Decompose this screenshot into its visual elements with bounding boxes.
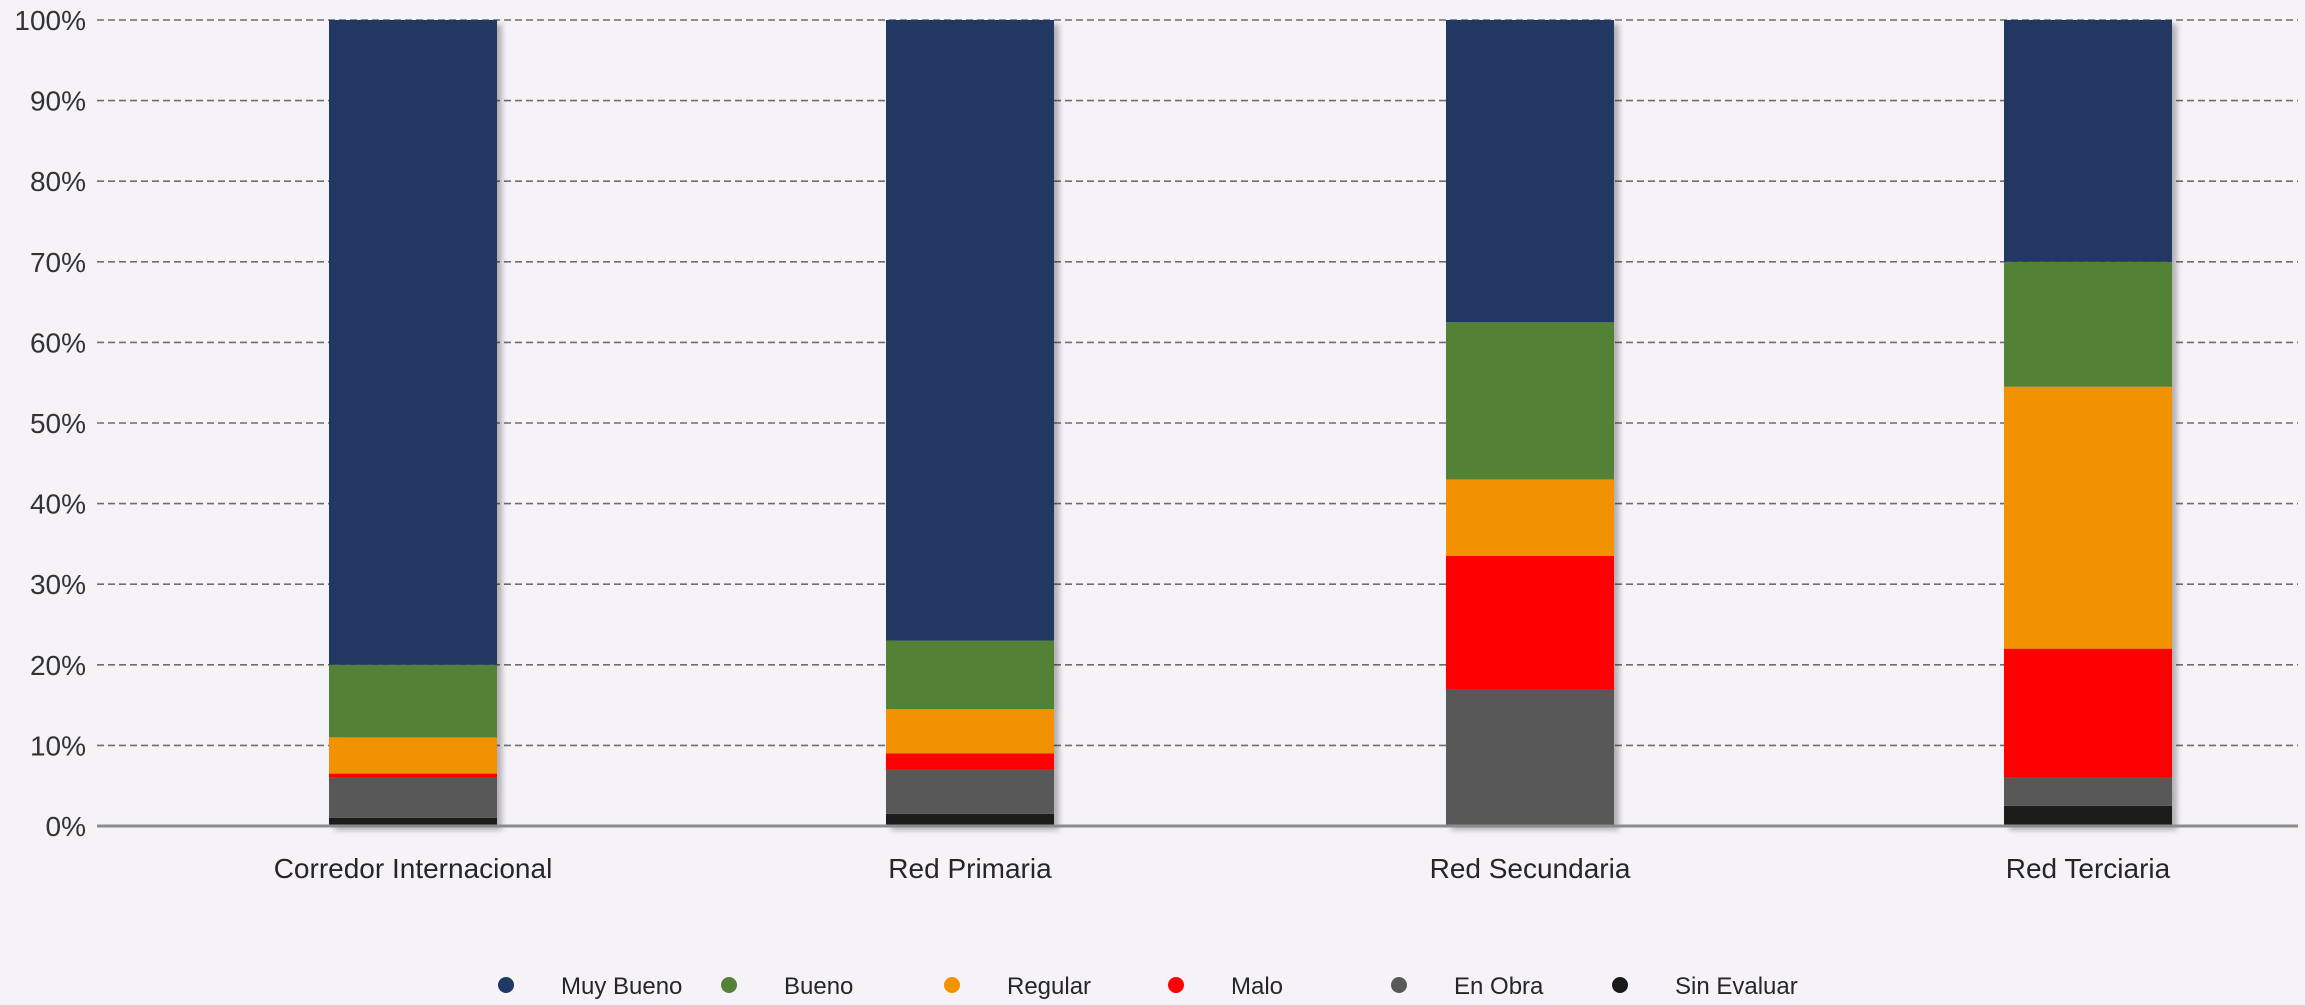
legend-marker [1391, 977, 1407, 993]
bar-segment [886, 770, 1054, 814]
legend-label: Sin Evaluar [1675, 973, 1798, 1000]
bar-segment [2004, 649, 2172, 778]
bar-segment [2004, 20, 2172, 262]
legend-marker [721, 977, 737, 993]
bar-segment [329, 737, 497, 773]
legend-marker [944, 977, 960, 993]
bar-segment [2004, 806, 2172, 826]
legend-label: Malo [1231, 973, 1283, 1000]
legend-item: Muy Bueno [498, 973, 682, 1000]
bar-segment [886, 709, 1054, 753]
legend-label: En Obra [1454, 973, 1544, 1000]
bar-segment [329, 20, 497, 665]
y-tick-label: 50% [30, 408, 86, 439]
bar-segment [886, 753, 1054, 769]
legend-label: Bueno [784, 973, 853, 1000]
bar-segment [329, 665, 497, 738]
legend-marker [1612, 977, 1628, 993]
y-tick-label: 80% [30, 166, 86, 197]
bar-segment [1446, 689, 1614, 826]
x-category-label: Red Secundaria [1430, 853, 1631, 884]
bar-stack [2004, 20, 2172, 826]
bar-segment [886, 20, 1054, 641]
y-tick-label: 60% [30, 327, 86, 358]
legend-marker [498, 977, 514, 993]
x-category-label: Red Primaria [888, 853, 1052, 884]
legend-item: Malo [1168, 973, 1283, 1000]
bar-stack [329, 20, 497, 826]
y-tick-label: 20% [30, 650, 86, 681]
y-tick-label: 10% [30, 730, 86, 761]
legend-marker [1168, 977, 1184, 993]
legend-item: Bueno [721, 973, 853, 1000]
bar-stack [1446, 20, 1614, 826]
bar-segment [1446, 322, 1614, 479]
bar-stack [886, 20, 1054, 826]
x-category-label: Red Terciaria [2006, 853, 2171, 884]
legend-label: Muy Bueno [561, 973, 682, 1000]
bar-segment [886, 641, 1054, 710]
y-tick-label: 40% [30, 489, 86, 520]
legend-item: En Obra [1391, 973, 1544, 1000]
y-tick-label: 90% [30, 86, 86, 117]
bar-segment [329, 778, 497, 818]
bar-segment [1446, 479, 1614, 556]
bar-segment [2004, 387, 2172, 649]
x-category-label: Corredor Internacional [274, 853, 553, 884]
bar-segment [2004, 778, 2172, 806]
bar-segment [886, 814, 1054, 826]
legend-item: Sin Evaluar [1612, 973, 1798, 1000]
y-tick-label: 30% [30, 569, 86, 600]
y-tick-label: 70% [30, 247, 86, 278]
bar-segment [1446, 556, 1614, 689]
legend-item: Regular [944, 973, 1091, 1000]
y-tick-label: 100% [14, 5, 86, 36]
legend: Muy Bueno Bueno Regular Malo En Obra Sin Eval… [498, 973, 1798, 1000]
bar-segment [2004, 262, 2172, 387]
bar-segment [329, 774, 497, 778]
bar-segment [1446, 20, 1614, 322]
y-tick-label: 0% [46, 811, 86, 842]
legend-label: Regular [1007, 973, 1091, 1000]
